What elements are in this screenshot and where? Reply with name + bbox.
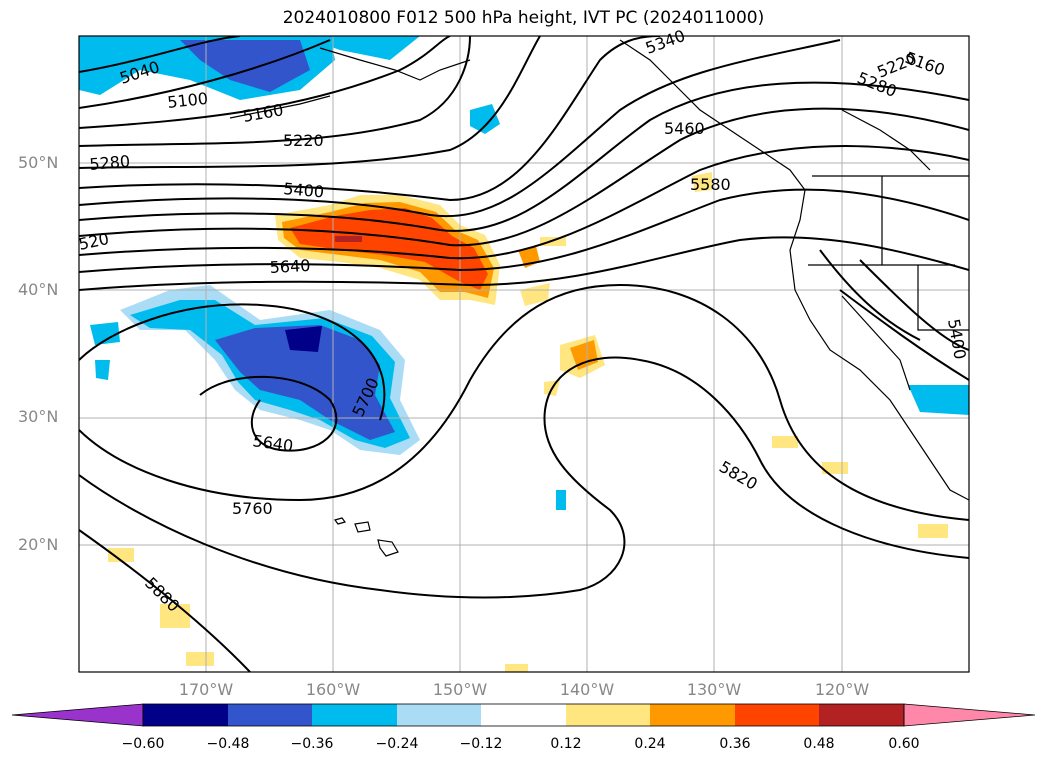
lon-label: 170°W [178, 680, 234, 699]
colorbar-tick: 0.24 [634, 736, 666, 752]
lat-label: 50°N [18, 153, 59, 172]
colorbar-tick: −0.48 [206, 736, 250, 752]
negative-anomaly-fill [79, 36, 969, 510]
lat-label: 30°N [18, 407, 59, 426]
contour-label: 5400 [283, 179, 325, 201]
contour-label: 5460 [664, 119, 705, 138]
colorbar-tick: −0.24 [375, 736, 419, 752]
colorbar-tick: 0.36 [719, 736, 751, 752]
lat-label: 40°N [18, 280, 59, 299]
map-title: 2024010800 F012 500 hPa height, IVT PC (… [282, 8, 765, 28]
lon-label: 160°W [305, 680, 361, 699]
colorbar-tick: 0.12 [550, 736, 582, 752]
map-area [79, 36, 969, 672]
lon-label: 140°W [559, 680, 615, 699]
lon-label: 150°W [432, 680, 488, 699]
coastlines [229, 39, 969, 557]
map-frame [78, 35, 970, 673]
contour-label: 5760 [232, 499, 273, 518]
contour-label: 5640 [269, 256, 311, 277]
graticule [79, 36, 969, 672]
lon-label: 130°W [686, 680, 742, 699]
contour-label: 5580 [690, 175, 731, 194]
contour-label: 5100 [166, 89, 208, 112]
contour-label: 5220 [283, 131, 324, 150]
colorbar [11, 703, 1036, 727]
lon-label: 120°W [814, 680, 870, 699]
contour-label: 5280 [89, 152, 131, 174]
colorbar-tick: −0.36 [290, 736, 334, 752]
colorbar-tick: −0.12 [459, 736, 503, 752]
lat-label: 20°N [18, 535, 59, 554]
height-contours [79, 36, 969, 672]
colorbar-tick: 0.48 [803, 736, 835, 752]
colorbar-tick: −0.60 [121, 736, 165, 752]
colorbar-tick: 0.60 [888, 736, 920, 752]
